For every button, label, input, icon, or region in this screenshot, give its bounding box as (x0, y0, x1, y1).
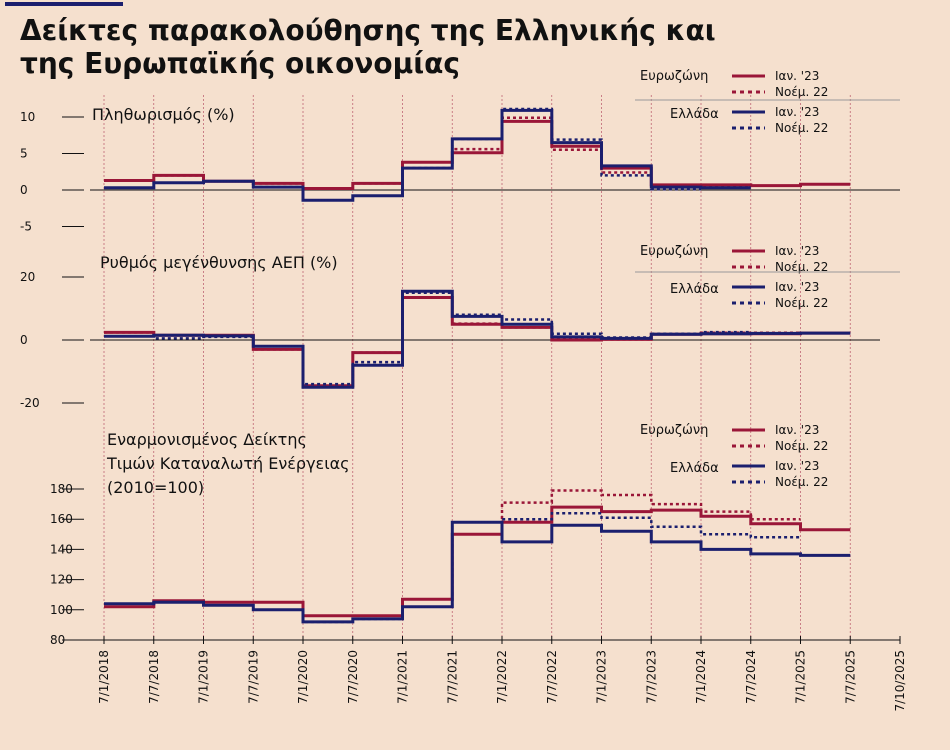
greece-solid-series-line (104, 289, 851, 389)
y-tick-label: 10 (20, 110, 35, 124)
legend-eurozone-label: Ευρωζώνη (640, 69, 708, 84)
x-tick-label: 7/1/2023 (595, 650, 609, 704)
legend-eurozone-label: Ευρωζώνη (640, 423, 708, 438)
legend-dotted-label: Νοέμ. 22 (775, 121, 828, 135)
eurozone-dotted-series-line (104, 116, 751, 190)
panel-title: Πληθωρισμός (%) (92, 105, 235, 124)
legend-greece-label: Ελλάδα (670, 461, 719, 476)
x-tick-label: 7/1/2018 (97, 650, 111, 704)
y-tick-label: 5 (20, 147, 28, 161)
legend-eurozone-label: Ευρωζώνη (640, 244, 708, 259)
eurozone-solid-series-line (104, 296, 851, 388)
legend-greece-label: Ελλάδα (670, 107, 719, 122)
y-tick-label: 120 (50, 573, 73, 587)
x-tick-label: 7/7/2025 (843, 650, 857, 704)
greece-dotted-series-line (104, 107, 701, 202)
title-line-1: Δείκτες παρακολούθησης της Ελληνικής και (20, 14, 716, 47)
y-tick-label: 80 (50, 633, 65, 647)
panel-title: Ρυθμός μεγένθυνσης ΑΕΠ (%) (100, 253, 338, 272)
x-tick-label: 7/1/2019 (197, 650, 211, 704)
legend-solid-label: Ιαν. '23 (775, 69, 819, 83)
y-tick-label: -5 (20, 220, 32, 234)
x-tick-label: 7/10/2025 (893, 650, 907, 712)
greece-dotted-series-line (104, 291, 751, 386)
y-tick-label: 140 (50, 542, 73, 556)
legend-solid-label: Ιαν. '23 (775, 423, 819, 437)
x-tick-label: 7/1/2024 (694, 650, 708, 704)
page-title: Δείκτες παρακολούθησης της Ελληνικής και… (20, 14, 820, 80)
legend-solid-label: Ιαν. '23 (775, 244, 819, 258)
x-tick-label: 7/7/2020 (346, 650, 360, 704)
legend-dotted-label: Νοέμ. 22 (775, 439, 828, 453)
y-tick-label: 0 (20, 183, 28, 197)
panel-title-line-2: Τιμών Καταναλωτή Ενέργειας (106, 454, 350, 473)
x-tick-label: 7/7/2019 (246, 650, 260, 704)
y-tick-label: 100 (50, 603, 73, 617)
x-tick-label: 7/1/2025 (794, 650, 808, 704)
legend-solid-label: Ιαν. '23 (775, 459, 819, 473)
x-tick-label: 7/7/2021 (445, 650, 459, 704)
eurozone-dotted-series-line (104, 489, 801, 618)
x-tick-label: 7/7/2024 (744, 650, 758, 704)
panel-title-line-3: (2010=100) (107, 478, 204, 497)
top-accent-bar (5, 2, 123, 6)
legend-dotted-label: Νοέμ. 22 (775, 475, 828, 489)
greece-dotted-series-line (104, 511, 801, 624)
x-tick-label: 7/1/2020 (296, 650, 310, 704)
x-tick-label: 7/7/2023 (644, 650, 658, 704)
legend-solid-label: Ιαν. '23 (775, 105, 819, 119)
legend-dotted-label: Νοέμ. 22 (775, 296, 828, 310)
x-tick-label: 7/1/2021 (396, 650, 410, 704)
legend-greece-label: Ελλάδα (670, 282, 719, 297)
y-tick-label: 160 (50, 512, 73, 526)
y-tick-label: -20 (20, 396, 40, 410)
legend-solid-label: Ιαν. '23 (775, 280, 819, 294)
panel-title: Εναρμονισμένος Δείκτης (107, 430, 307, 449)
title-line-2: της Ευρωπαϊκής οικονομίας (20, 47, 460, 80)
y-tick-label: 20 (20, 270, 35, 284)
legend-dotted-label: Νοέμ. 22 (775, 85, 828, 99)
eurozone-solid-series-line (104, 119, 851, 190)
y-tick-label: 0 (20, 333, 28, 347)
x-tick-label: 7/7/2022 (545, 650, 559, 704)
greece-solid-series-line (104, 520, 851, 624)
x-tick-label: 7/7/2018 (147, 650, 161, 704)
y-tick-label: 180 (50, 482, 73, 496)
x-tick-label: 7/1/2022 (495, 650, 509, 704)
legend-dotted-label: Νοέμ. 22 (775, 260, 828, 274)
